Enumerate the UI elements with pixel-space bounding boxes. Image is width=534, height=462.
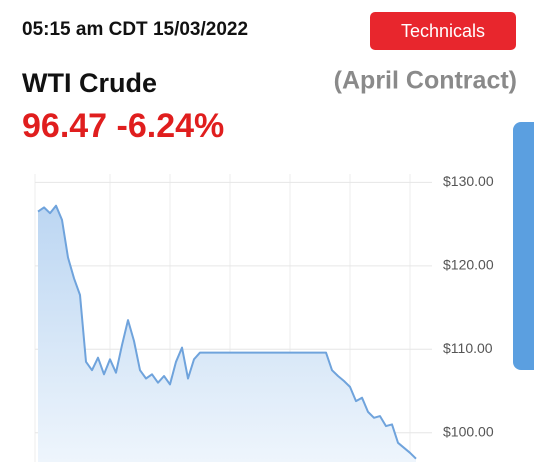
instrument-name: WTI Crude [22,68,157,98]
y-tick-label: $130.00 [443,173,494,189]
side-panel[interactable] [513,122,534,370]
y-tick-label: $110.00 [443,340,493,356]
button-label[interactable]: Technicals [401,21,485,41]
y-tick-label: $100.00 [443,423,494,439]
technicals-button[interactable] [370,12,516,50]
price-line [37,204,417,460]
area-fill [38,205,416,462]
plot: $100.00 $110.00 $120.00 $130.00 [35,173,494,462]
price: 96.47 -6.24% [22,107,224,145]
contract: (April Contract) [334,67,517,95]
timestamp: 05:15 am CDT 15/03/2022 [22,19,248,40]
price-change: -6.24% [117,107,225,145]
price-value: 96.47 [22,107,107,145]
y-tick-label: $120.00 [443,257,494,273]
